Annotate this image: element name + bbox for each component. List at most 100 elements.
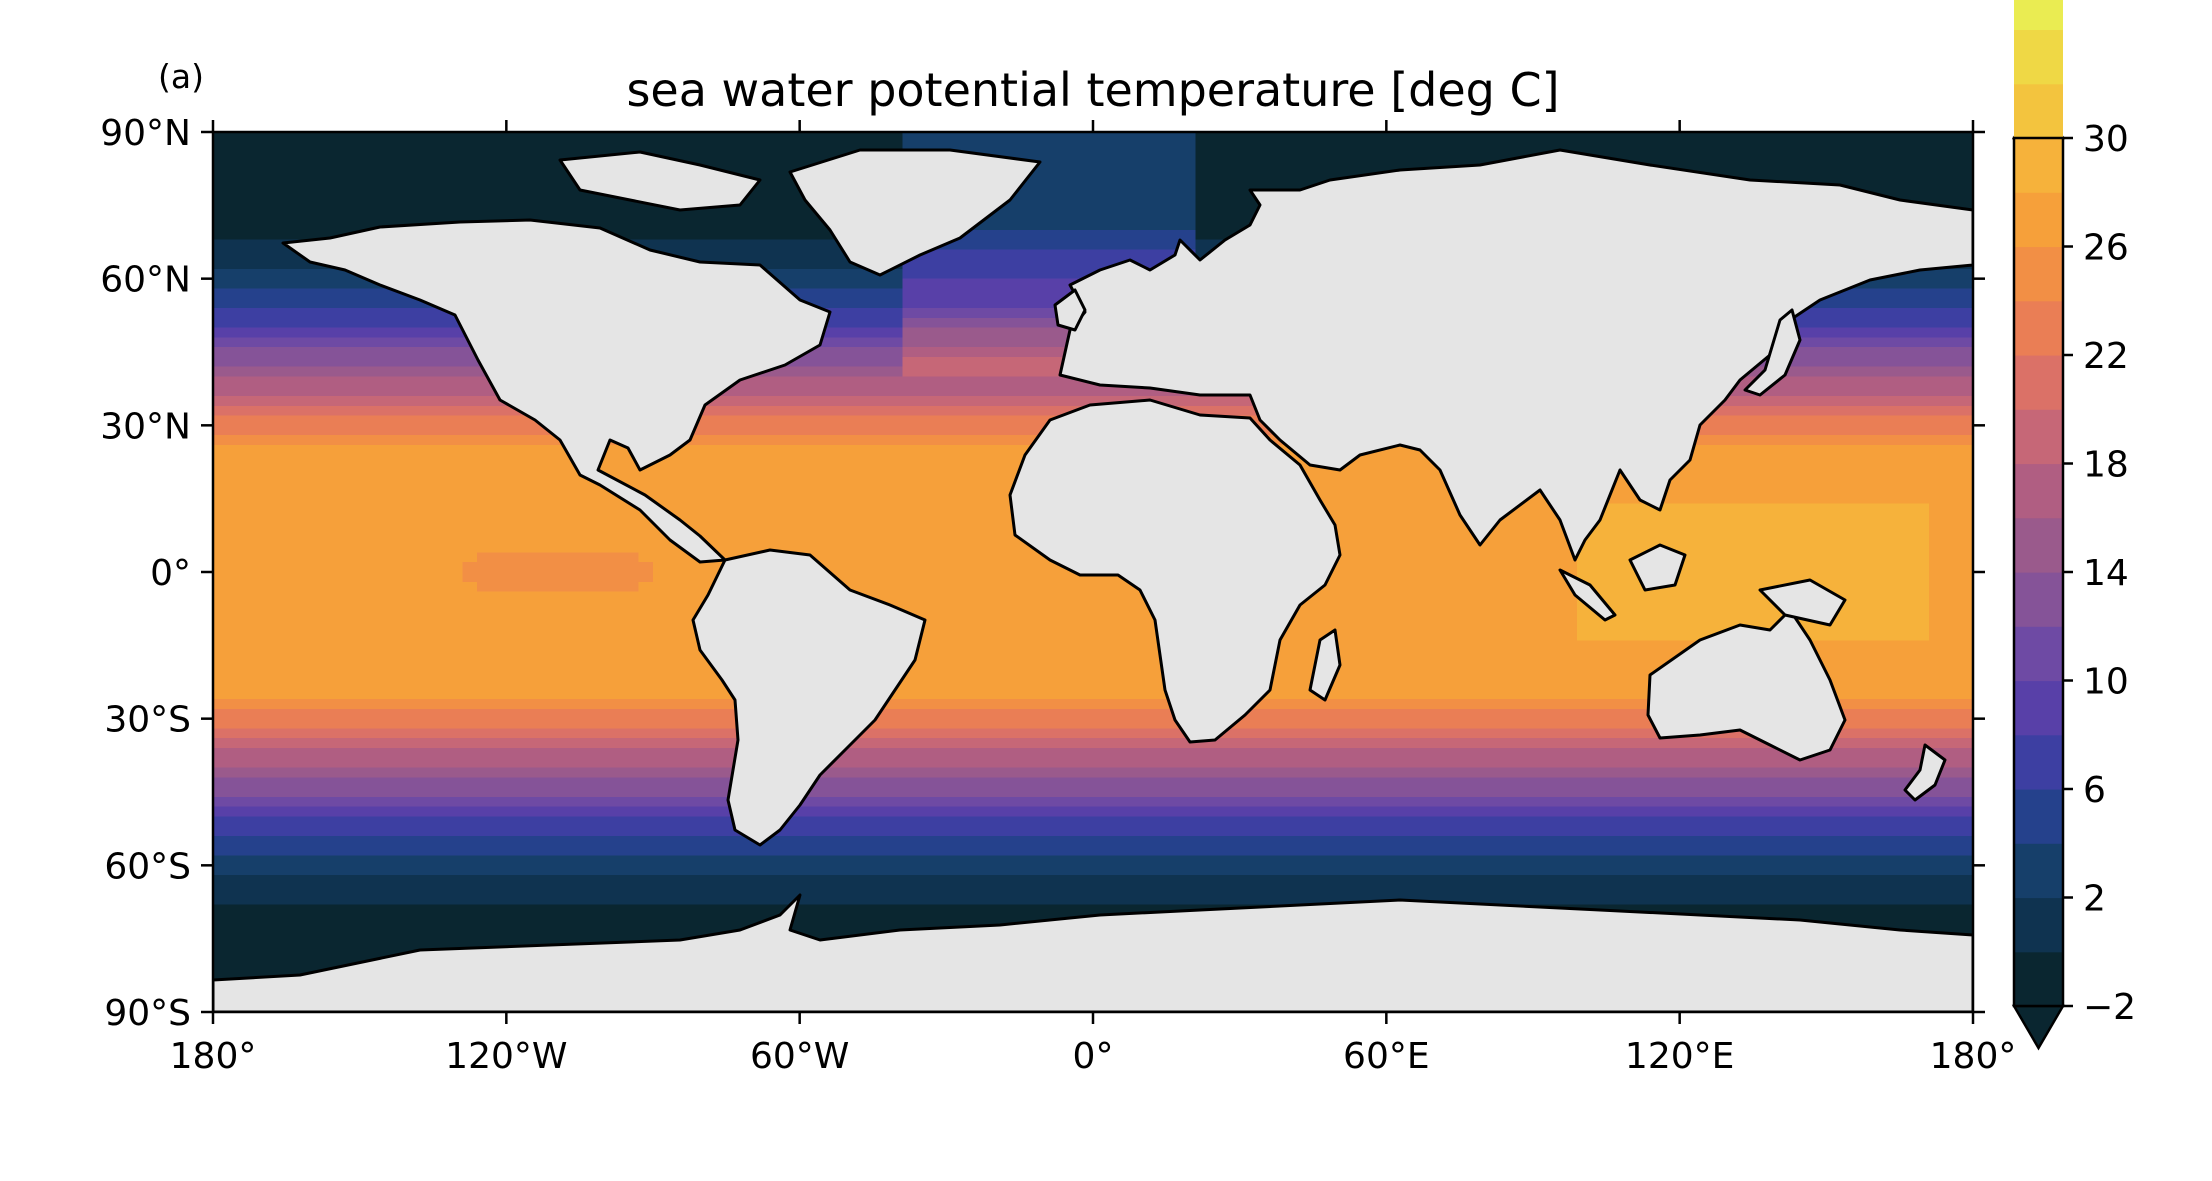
temperature-cell xyxy=(227,337,243,348)
temperature-cell xyxy=(711,220,727,231)
temperature-cell xyxy=(301,435,317,446)
temperature-cell xyxy=(1239,190,1255,202)
temperature-cell xyxy=(1929,268,1945,280)
temperature-cell xyxy=(227,396,243,407)
temperature-cell xyxy=(1415,464,1431,475)
temperature-cell xyxy=(271,200,287,211)
temperature-cell xyxy=(990,376,1006,387)
temperature-cell xyxy=(1958,151,1973,162)
temperature-cell xyxy=(594,220,610,231)
temperature-cell xyxy=(873,435,889,446)
temperature-cell xyxy=(741,210,757,221)
temperature-cell xyxy=(770,386,786,397)
temperature-cell xyxy=(286,474,302,485)
temperature-cell xyxy=(843,366,859,378)
temperature-cell xyxy=(1841,161,1857,172)
temperature-cell xyxy=(315,386,331,397)
temperature-cell xyxy=(389,347,405,358)
temperature-cell xyxy=(521,210,537,221)
temperature-cell xyxy=(1019,151,1035,162)
temperature-cell xyxy=(359,171,375,182)
temperature-cell xyxy=(1709,444,1725,456)
temperature-cell xyxy=(286,161,302,172)
temperature-cell xyxy=(902,347,918,358)
temperature-cell xyxy=(359,327,375,338)
temperature-cell xyxy=(330,415,346,426)
temperature-cell xyxy=(506,444,522,456)
temperature-cell xyxy=(374,484,390,495)
temperature-cell xyxy=(946,503,962,514)
temperature-cell xyxy=(594,484,610,495)
temperature-cell xyxy=(755,532,771,544)
temperature-cell xyxy=(345,141,361,153)
temperature-cell xyxy=(227,415,243,426)
temperature-cell xyxy=(1914,484,1930,495)
temperature-cell xyxy=(301,132,317,143)
temperature-cell xyxy=(389,210,405,221)
temperature-cell xyxy=(1533,523,1549,534)
temperature-cell xyxy=(1870,396,1886,407)
temperature-cell xyxy=(257,513,273,524)
temperature-cell xyxy=(1753,141,1769,153)
temperature-cell xyxy=(359,278,375,290)
temperature-cell xyxy=(286,415,302,426)
temperature-cell xyxy=(1137,161,1153,172)
temperature-cell xyxy=(961,347,977,358)
temperature-cell xyxy=(1929,493,1945,505)
temperature-cell xyxy=(975,405,991,417)
temperature-cell xyxy=(1005,200,1021,211)
temperature-cell xyxy=(418,405,434,417)
temperature-cell xyxy=(359,474,375,485)
temperature-cell xyxy=(213,484,229,495)
temperature-cell xyxy=(873,288,889,299)
temperature-cell xyxy=(975,386,991,397)
temperature-cell xyxy=(359,454,375,466)
temperature-cell xyxy=(1210,151,1226,162)
temperature-cell xyxy=(242,161,258,172)
temperature-cell xyxy=(1327,503,1343,514)
temperature-cell xyxy=(829,425,845,436)
temperature-cell xyxy=(843,308,859,319)
temperature-cell xyxy=(931,396,947,407)
temperature-cell xyxy=(1107,220,1123,231)
temperature-cell xyxy=(301,308,317,319)
temperature-cell xyxy=(1943,523,1959,534)
temperature-cell xyxy=(755,454,771,466)
temperature-cell xyxy=(1738,523,1754,534)
temperature-cell xyxy=(462,366,478,378)
temperature-cell xyxy=(1841,151,1857,162)
temperature-cell xyxy=(726,220,742,231)
temperature-cell xyxy=(242,308,258,319)
temperature-cell xyxy=(1899,405,1915,417)
temperature-cell xyxy=(1005,229,1021,241)
temperature-cell xyxy=(462,180,478,192)
temperature-cell xyxy=(330,493,346,505)
temperature-cell xyxy=(330,288,346,299)
temperature-cell xyxy=(843,317,859,329)
temperature-cell xyxy=(227,376,243,387)
temperature-cell xyxy=(1914,180,1930,192)
temperature-cell xyxy=(286,532,302,544)
temperature-cell xyxy=(1782,513,1798,524)
temperature-cell xyxy=(1929,317,1945,329)
temperature-cell xyxy=(1782,484,1798,495)
temperature-cell xyxy=(213,444,229,456)
temperature-cell xyxy=(1914,161,1930,172)
temperature-cell xyxy=(975,141,991,153)
temperature-cell xyxy=(1151,229,1167,241)
temperature-cell xyxy=(1943,454,1959,466)
temperature-cell xyxy=(301,220,317,231)
temperature-cell xyxy=(1621,523,1637,534)
temperature-cell xyxy=(829,356,845,368)
temperature-cell xyxy=(301,200,317,211)
temperature-cell xyxy=(653,210,669,221)
temperature-cell xyxy=(1210,190,1226,202)
temperature-cell xyxy=(711,493,727,505)
temperature-cell xyxy=(535,503,551,514)
temperature-cell xyxy=(1899,474,1915,485)
temperature-cell xyxy=(843,523,859,534)
temperature-cell xyxy=(1093,161,1109,172)
temperature-cell xyxy=(1870,298,1886,309)
temperature-cell xyxy=(535,151,551,162)
temperature-cell xyxy=(271,239,287,250)
